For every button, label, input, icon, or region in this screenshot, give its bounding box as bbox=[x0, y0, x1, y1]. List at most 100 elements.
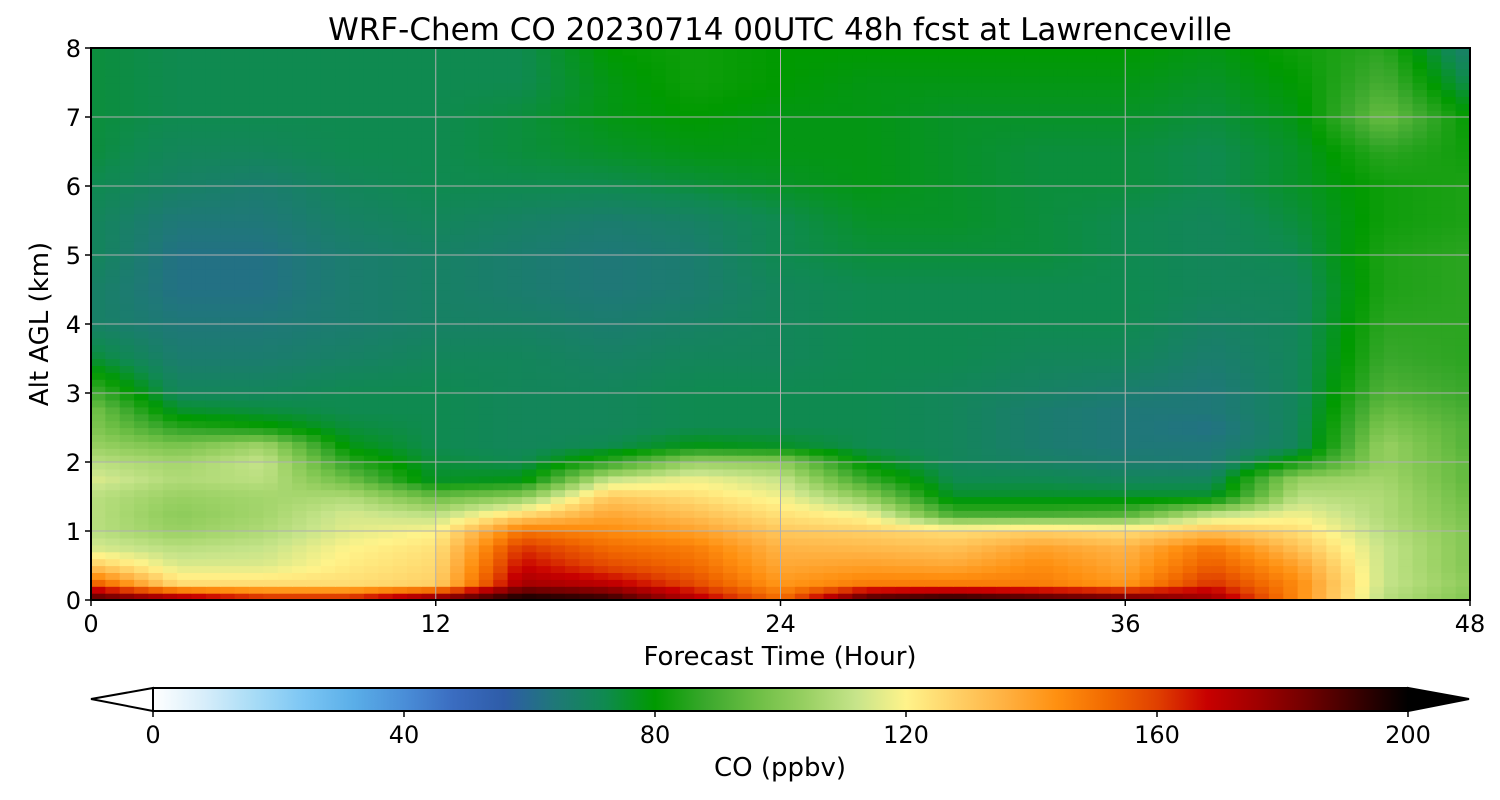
heatmap-cell bbox=[421, 517, 437, 525]
heatmap-cell bbox=[1383, 310, 1399, 318]
heatmap-cell bbox=[881, 365, 897, 373]
heatmap-cell bbox=[1211, 261, 1227, 270]
heatmap-cell bbox=[737, 579, 753, 587]
heatmap-cell bbox=[263, 386, 279, 394]
heatmap-cell bbox=[263, 310, 279, 318]
heatmap-cell bbox=[593, 448, 609, 456]
heatmap-cell bbox=[263, 496, 279, 504]
heatmap-cell bbox=[995, 399, 1011, 408]
heatmap-cell bbox=[1283, 586, 1299, 594]
heatmap-cell bbox=[1340, 420, 1356, 429]
heatmap-cell bbox=[335, 503, 351, 511]
heatmap-cell bbox=[205, 420, 221, 429]
heatmap-cell bbox=[507, 275, 523, 284]
heatmap-cell bbox=[622, 296, 638, 304]
heatmap-cell bbox=[1096, 296, 1112, 304]
heatmap-cell bbox=[234, 310, 250, 318]
heatmap-cell bbox=[952, 317, 968, 325]
heatmap-cell bbox=[1398, 558, 1414, 567]
heatmap-cell bbox=[967, 303, 983, 311]
heatmap-cell bbox=[1383, 386, 1399, 394]
heatmap-cell bbox=[464, 303, 480, 311]
heatmap-cell bbox=[363, 351, 379, 360]
heatmap-cell bbox=[723, 393, 738, 401]
heatmap-cell bbox=[435, 296, 451, 304]
heatmap-cell bbox=[249, 358, 264, 366]
heatmap-cell bbox=[1441, 537, 1457, 546]
heatmap-cell bbox=[378, 303, 394, 311]
heatmap-cell bbox=[277, 455, 293, 463]
heatmap-cell bbox=[995, 289, 1011, 297]
heatmap-cell bbox=[306, 468, 322, 477]
heatmap-cell bbox=[205, 399, 221, 408]
heatmap-cell bbox=[1139, 324, 1155, 332]
heatmap-cell bbox=[162, 379, 178, 387]
heatmap-cell bbox=[852, 255, 868, 263]
heatmap-cell bbox=[1225, 379, 1241, 387]
heatmap-cell bbox=[205, 551, 221, 560]
heatmap-cell bbox=[608, 579, 624, 587]
heatmap-cell bbox=[1168, 365, 1184, 373]
heatmap-cell bbox=[1340, 261, 1356, 270]
heatmap-cell bbox=[1024, 399, 1040, 408]
heatmap-cell bbox=[378, 351, 394, 360]
heatmap-cell bbox=[1283, 289, 1299, 297]
heatmap-cell bbox=[105, 420, 121, 429]
heatmap-cell bbox=[450, 379, 466, 387]
heatmap-cell bbox=[1225, 372, 1241, 380]
heatmap-cell bbox=[421, 544, 437, 553]
heatmap-cell bbox=[536, 537, 552, 546]
heatmap-cell bbox=[234, 317, 250, 325]
heatmap-cell bbox=[1369, 261, 1385, 270]
heatmap-cell bbox=[162, 427, 178, 435]
heatmap-cell bbox=[478, 593, 494, 600]
heatmap-cell bbox=[1383, 261, 1399, 270]
heatmap-cell bbox=[435, 517, 451, 525]
heatmap-cell bbox=[1455, 282, 1470, 291]
heatmap-cell bbox=[694, 317, 710, 325]
heatmap-cell bbox=[1283, 455, 1299, 463]
heatmap-cell bbox=[751, 241, 767, 249]
heatmap-cell bbox=[105, 337, 121, 346]
heatmap-cell bbox=[363, 255, 379, 263]
heatmap-cell bbox=[507, 351, 523, 360]
heatmap-cell bbox=[1082, 565, 1098, 573]
heatmap-cell bbox=[1340, 289, 1356, 297]
heatmap-cell bbox=[177, 489, 193, 498]
heatmap-cell bbox=[837, 379, 853, 387]
heatmap-cell bbox=[306, 503, 322, 511]
heatmap-cell bbox=[1340, 503, 1356, 511]
heatmap-cell bbox=[435, 482, 451, 491]
heatmap-cell bbox=[579, 558, 595, 567]
heatmap-cell bbox=[1412, 296, 1428, 304]
heatmap-cell bbox=[924, 482, 940, 491]
heatmap-cell bbox=[1441, 310, 1457, 318]
heatmap-cell bbox=[1211, 351, 1227, 360]
heatmap-cell bbox=[1426, 524, 1442, 532]
heatmap-cell bbox=[148, 268, 164, 277]
heatmap-cell bbox=[421, 572, 437, 580]
heatmap-cell bbox=[464, 468, 480, 477]
heatmap-cell bbox=[708, 496, 724, 504]
heatmap-cell bbox=[952, 572, 968, 580]
heatmap-cell bbox=[924, 324, 940, 332]
heatmap-cell bbox=[134, 544, 150, 553]
heatmap-cell bbox=[493, 565, 509, 573]
heatmap-cell bbox=[995, 358, 1011, 366]
heatmap-cell bbox=[1412, 455, 1428, 463]
heatmap-cell bbox=[148, 337, 164, 346]
heatmap-cell bbox=[1355, 344, 1371, 353]
heatmap-cell bbox=[320, 586, 336, 594]
heatmap-cell bbox=[924, 248, 940, 256]
heatmap-cell bbox=[91, 517, 106, 525]
heatmap-cell bbox=[679, 344, 695, 353]
heatmap-cell bbox=[794, 358, 810, 366]
heatmap-cell bbox=[1082, 317, 1098, 325]
heatmap-cell bbox=[162, 420, 178, 429]
heatmap-cell bbox=[335, 448, 351, 456]
heatmap-cell bbox=[1024, 427, 1040, 435]
heatmap-cell bbox=[967, 324, 983, 332]
heatmap-cell bbox=[1326, 462, 1342, 470]
heatmap-cell bbox=[521, 462, 537, 470]
heatmap-cell bbox=[1412, 544, 1428, 553]
